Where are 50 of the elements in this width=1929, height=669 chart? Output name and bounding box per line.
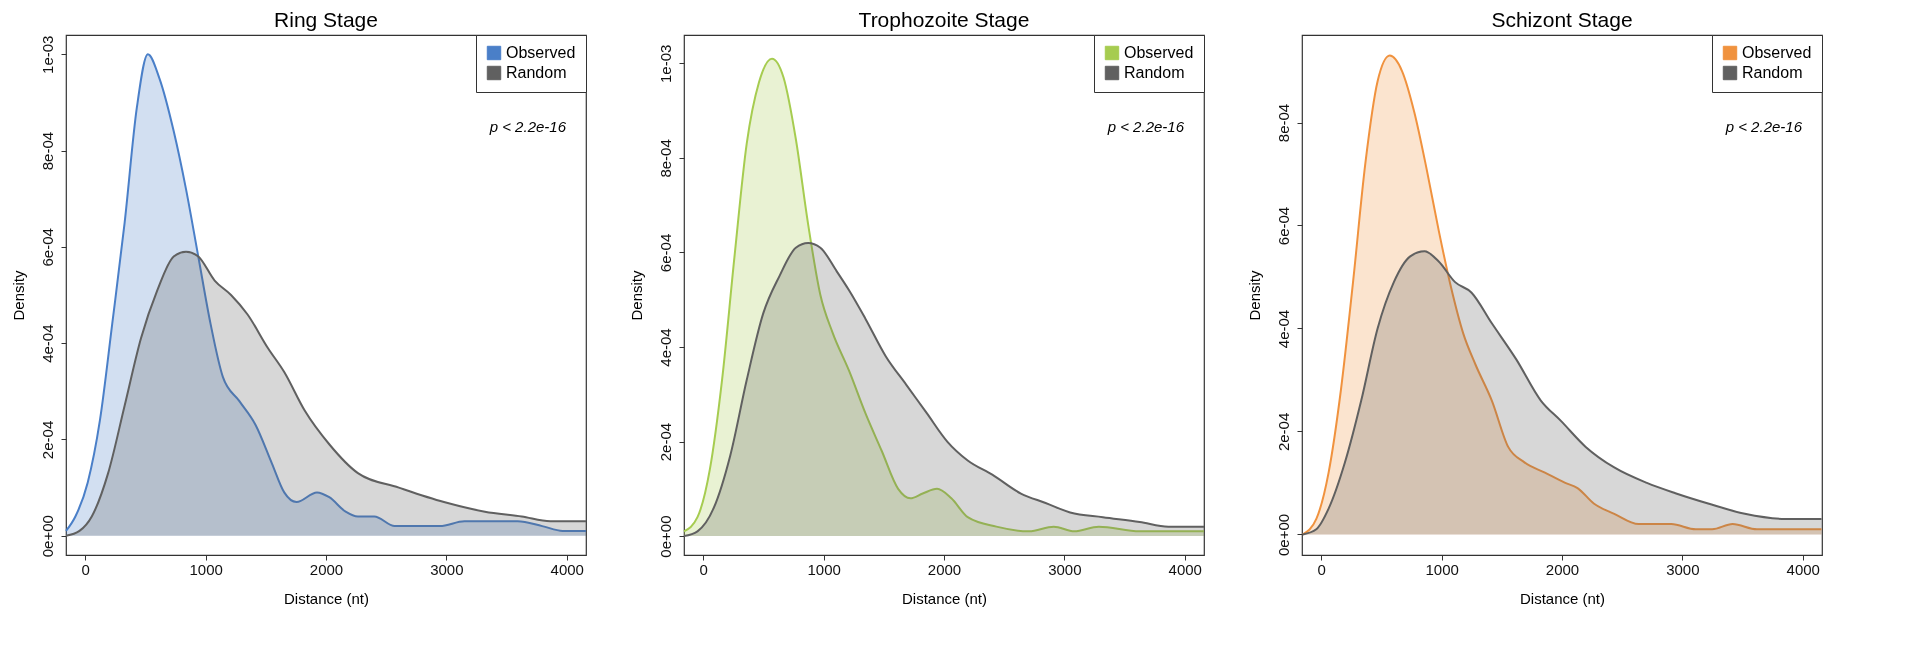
chart-title: Schizont Stage bbox=[1491, 7, 1633, 31]
chart-title: Trophozoite Stage bbox=[858, 7, 1030, 31]
x-tick-label: 4000 bbox=[550, 560, 584, 578]
legend-label: Observed bbox=[506, 44, 576, 61]
x-tick-label: 3000 bbox=[1666, 560, 1700, 578]
y-tick-label: 2e-04 bbox=[38, 420, 56, 460]
legend-label: Random bbox=[1742, 64, 1803, 81]
annotation: p < 2.2e-16 bbox=[488, 118, 567, 135]
y-tick-label: 2e-04 bbox=[1274, 412, 1292, 452]
y-tick-label: 1e-03 bbox=[38, 35, 56, 74]
legend-label: Random bbox=[1124, 64, 1185, 81]
chart-title: Ring Stage bbox=[274, 7, 378, 31]
y-tick-label: 0e+00 bbox=[656, 515, 674, 558]
x-tick-label: 2000 bbox=[309, 560, 344, 578]
y-tick-label: 2e-04 bbox=[656, 422, 674, 462]
x-axis-title: Distance (nt) bbox=[901, 589, 988, 607]
y-tick-label: 6e-04 bbox=[38, 228, 56, 267]
y-tick-label: 8e-04 bbox=[1274, 103, 1292, 143]
legend-label: Observed bbox=[1742, 44, 1812, 61]
y-tick-label: 4e-04 bbox=[38, 324, 56, 363]
legend-label: Observed bbox=[1124, 44, 1194, 61]
y-axis-title: Density bbox=[1245, 270, 1263, 321]
annotation: p < 2.2e-16 bbox=[1724, 118, 1803, 135]
y-tick-label: 0e+00 bbox=[38, 515, 56, 558]
y-axis-title: Density bbox=[9, 270, 27, 321]
y-tick-label: 8e-04 bbox=[38, 131, 56, 171]
annotation: p < 2.2e-16 bbox=[1106, 118, 1185, 135]
x-tick-label: 2000 bbox=[1545, 560, 1580, 578]
y-tick-label: 0e+00 bbox=[1274, 513, 1292, 556]
x-tick-label: 3000 bbox=[430, 560, 464, 578]
y-tick-label: 8e-04 bbox=[656, 139, 674, 178]
x-tick-label: 4000 bbox=[1168, 560, 1202, 578]
x-tick-label: 1000 bbox=[807, 560, 841, 578]
x-tick-label: 3000 bbox=[1048, 560, 1082, 578]
x-tick-label: 1000 bbox=[189, 560, 223, 578]
x-axis-title: Distance (nt) bbox=[1519, 589, 1606, 607]
x-tick-label: 0 bbox=[1317, 560, 1326, 578]
x-axis-title: Distance (nt) bbox=[283, 589, 370, 607]
y-tick-label: 6e-04 bbox=[656, 233, 674, 273]
x-tick-label: 2000 bbox=[927, 560, 962, 578]
y-axis-title: Density bbox=[627, 270, 645, 321]
x-tick-label: 0 bbox=[699, 560, 708, 578]
y-tick-label: 1e-03 bbox=[656, 44, 674, 84]
legend-label: Random bbox=[506, 64, 567, 81]
y-tick-label: 4e-04 bbox=[656, 328, 674, 367]
x-tick-label: 1000 bbox=[1425, 560, 1459, 578]
x-tick-label: 4000 bbox=[1786, 560, 1820, 578]
x-tick-label: 0 bbox=[81, 560, 90, 578]
y-tick-label: 4e-04 bbox=[1274, 309, 1292, 349]
y-tick-label: 6e-04 bbox=[1274, 206, 1292, 246]
